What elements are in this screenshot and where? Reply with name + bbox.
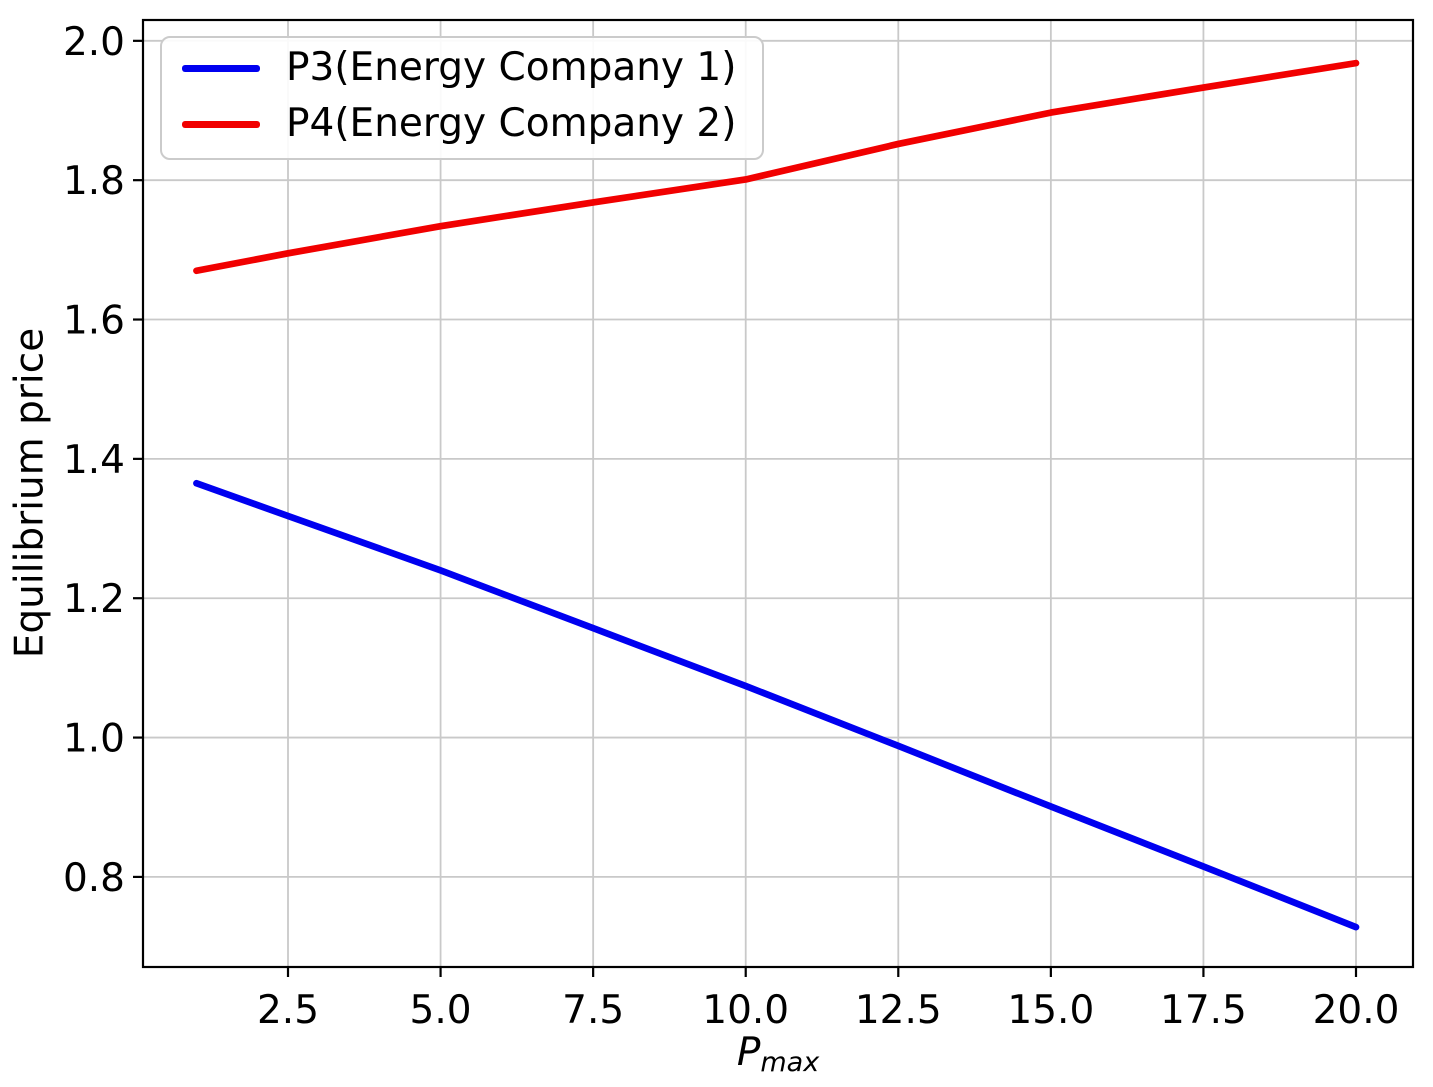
x-tick-label: 12.5 bbox=[855, 988, 942, 1033]
legend: P3(Energy Company 1) P4(Energy Company 2… bbox=[160, 36, 765, 160]
axes-frame bbox=[141, 18, 1415, 969]
y-tick-label: 1.8 bbox=[63, 159, 125, 204]
legend-label-p4: P4(Energy Company 2) bbox=[286, 100, 737, 146]
x-axis-label: Pmax bbox=[736, 1030, 820, 1078]
legend-swatch-p3-line bbox=[182, 64, 260, 72]
legend-label-p3: P3(Energy Company 1) bbox=[286, 45, 737, 90]
x-axis-label-subscript: max bbox=[760, 1046, 820, 1078]
series-line-p3 bbox=[193, 479, 1360, 931]
legend-item-p3: P3(Energy Company 1) bbox=[182, 45, 737, 90]
x-tick-label: 2.5 bbox=[257, 988, 319, 1033]
y-axis-label: Equilibrium price bbox=[7, 327, 53, 659]
y-tick-label: 0.8 bbox=[63, 856, 125, 901]
x-tick-label: 7.5 bbox=[562, 988, 624, 1033]
legend-item-p4: P4(Energy Company 2) bbox=[182, 100, 737, 146]
x-axis-label-base: P bbox=[736, 1030, 761, 1075]
y-tick-label: 1.2 bbox=[63, 577, 125, 622]
legend-swatch-p4-line bbox=[182, 120, 260, 128]
x-tick-label: 20.0 bbox=[1313, 988, 1400, 1033]
y-tick-label: 2.0 bbox=[63, 20, 125, 65]
x-tick-label: 5.0 bbox=[410, 988, 472, 1033]
y-tick-label: 1.6 bbox=[63, 299, 125, 344]
y-tick-label: 1.0 bbox=[63, 717, 125, 762]
x-tick-label: 15.0 bbox=[1007, 988, 1094, 1033]
series-line-p4 bbox=[193, 59, 1360, 275]
y-tick-label: 1.4 bbox=[63, 438, 125, 483]
x-tick-label: 17.5 bbox=[1160, 988, 1247, 1033]
x-tick-label: 10.0 bbox=[702, 988, 789, 1033]
